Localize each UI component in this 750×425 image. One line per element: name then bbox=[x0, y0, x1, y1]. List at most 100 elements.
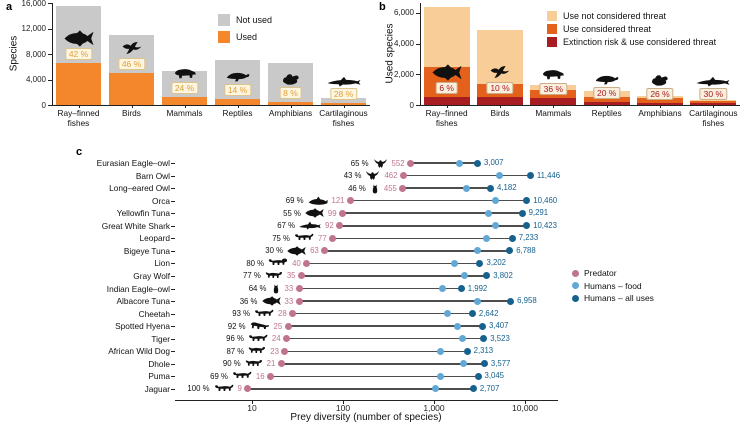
species-tick bbox=[171, 188, 175, 190]
species-tick bbox=[171, 263, 175, 265]
y-axis-line-b bbox=[420, 3, 421, 105]
species-tick bbox=[171, 238, 175, 240]
lion-icon bbox=[268, 258, 288, 266]
species-label-leopard: Leopard bbox=[139, 233, 170, 244]
row-annotation-yellowfin-tuna: 55 % 99 bbox=[283, 207, 337, 220]
predator-dot bbox=[298, 272, 305, 280]
x-tick bbox=[343, 105, 345, 108]
humans-food-dot bbox=[451, 259, 459, 267]
predator-value-label: 33 bbox=[284, 284, 294, 293]
bar-mammals-extinction-risk-use-considered-threat bbox=[530, 98, 577, 105]
connector-line bbox=[292, 312, 473, 315]
c-legend-dot-predator bbox=[571, 269, 579, 277]
pct-label-cartilaginous-fishes: 28 % bbox=[329, 88, 358, 101]
predator-dot bbox=[329, 234, 337, 242]
legend-swatch-used bbox=[218, 31, 230, 43]
legend-label-use-not-considered-threat: Use not considered threat bbox=[563, 10, 667, 21]
category-label-amphibians: Amphibians bbox=[638, 108, 682, 118]
bar-mammals-used bbox=[162, 96, 207, 105]
x-tick bbox=[606, 105, 608, 108]
row-annotation-albacore-tuna: 36 % 33 bbox=[240, 295, 293, 308]
predator-value-label: 28 bbox=[278, 309, 287, 319]
species-label-yellowfin-tuna: Yellowfin Tuna bbox=[116, 208, 170, 219]
x-tick bbox=[660, 105, 661, 108]
bar-cartilaginous-fishes-extinction-risk-use-considered-threat bbox=[690, 103, 737, 105]
bar-reptiles-used bbox=[215, 98, 260, 105]
chameleon-icon bbox=[595, 76, 618, 85]
legend-label-not-used: Not used bbox=[236, 14, 273, 25]
c-x-tick bbox=[434, 400, 435, 404]
humans-all-uses-value-label: 1,992 bbox=[467, 283, 488, 293]
bar-ray-finned-fishes-used bbox=[56, 63, 101, 105]
predator-dot bbox=[284, 322, 292, 330]
felid-icon bbox=[232, 372, 252, 379]
c-legend-dot-humans-food bbox=[571, 282, 579, 289]
pct-label-ray-finned-fishes: 6 % bbox=[435, 82, 458, 95]
pct-label-birds: 10 % bbox=[486, 81, 514, 94]
species-tick bbox=[171, 338, 175, 340]
shark-icon bbox=[327, 76, 360, 87]
x-tick bbox=[553, 105, 555, 108]
predator-dot bbox=[267, 372, 275, 380]
connector-line bbox=[402, 187, 491, 189]
tuna-icon bbox=[305, 208, 324, 218]
predator-dot bbox=[339, 209, 347, 217]
humans-all-uses-dot bbox=[478, 322, 486, 330]
connector-line bbox=[286, 337, 484, 340]
legend-swatch-not-used bbox=[218, 14, 230, 26]
predator-value-label: 33 bbox=[284, 296, 294, 306]
predator-dot bbox=[244, 385, 252, 393]
connector-line bbox=[301, 275, 487, 277]
legend-label-use-considered-threat: Use considered threat bbox=[563, 23, 652, 34]
humans-all-uses-dot bbox=[457, 285, 465, 292]
humans-food-dot bbox=[436, 372, 444, 380]
overlap-pct-label: 55 % bbox=[283, 208, 301, 218]
pct-label-mammals: 36 % bbox=[539, 83, 568, 96]
species-tick bbox=[171, 363, 175, 365]
row-annotation-bigeye-tuna: 30 % 63 bbox=[265, 244, 319, 257]
predator-value-label: 121 bbox=[331, 196, 345, 206]
connector-line bbox=[342, 212, 523, 214]
species-label-bigeye-tuna: Bigeye Tuna bbox=[123, 245, 170, 256]
predator-value-label: 63 bbox=[310, 246, 319, 256]
connector-line bbox=[350, 199, 527, 202]
connector-line bbox=[284, 350, 468, 352]
humans-all-uses-dot bbox=[474, 159, 481, 167]
row-annotation-puma: 69 % 16 bbox=[210, 370, 264, 383]
connector-line bbox=[299, 287, 462, 290]
predator-dot bbox=[281, 347, 289, 355]
connector-line bbox=[339, 225, 527, 227]
humans-food-dot bbox=[460, 272, 468, 280]
category-label-birds: Birds bbox=[490, 108, 510, 118]
x-tick bbox=[713, 105, 715, 108]
humans-food-dot bbox=[485, 209, 493, 217]
overlap-pct-label: 69 % bbox=[210, 371, 228, 381]
predator-value-label: 25 bbox=[273, 321, 283, 331]
predator-value-label: 35 bbox=[286, 271, 296, 281]
species-label-tiger: Tiger bbox=[151, 333, 170, 344]
overlap-pct-label: 67 % bbox=[277, 221, 296, 231]
pct-label-amphibians: 8 % bbox=[279, 86, 302, 99]
humans-food-dot bbox=[474, 297, 482, 305]
row-annotation-spotted-hyena: 92 % 25 bbox=[228, 320, 282, 333]
predator-dot bbox=[407, 159, 415, 167]
species-tick bbox=[171, 225, 175, 227]
canid-icon bbox=[265, 271, 282, 278]
bar-amphibians-use-considered-threat bbox=[637, 98, 683, 103]
species-label-dhole: Dhole bbox=[148, 358, 170, 369]
humans-all-uses-dot bbox=[480, 335, 488, 343]
c-x-tick-label: 1,000 bbox=[423, 403, 445, 413]
predator-value-label: 9 bbox=[237, 384, 242, 394]
humans-all-uses-value-label: 9,291 bbox=[528, 208, 549, 218]
predator-dot bbox=[399, 184, 407, 192]
bar-cartilaginous-fishes-not-used bbox=[321, 98, 366, 104]
species-label-indian-eagle-owl: Indian Eagle–owl bbox=[106, 283, 170, 294]
frog-icon bbox=[282, 73, 299, 85]
humans-all-uses-dot bbox=[506, 247, 514, 255]
row-annotation-tiger: 96 % 24 bbox=[226, 332, 280, 345]
overlap-pct-label: 65 % bbox=[350, 158, 369, 168]
connector-line bbox=[288, 325, 483, 327]
species-label-lion: Lion bbox=[154, 258, 170, 269]
humans-all-uses-dot bbox=[518, 209, 526, 217]
connector-line bbox=[299, 300, 511, 302]
